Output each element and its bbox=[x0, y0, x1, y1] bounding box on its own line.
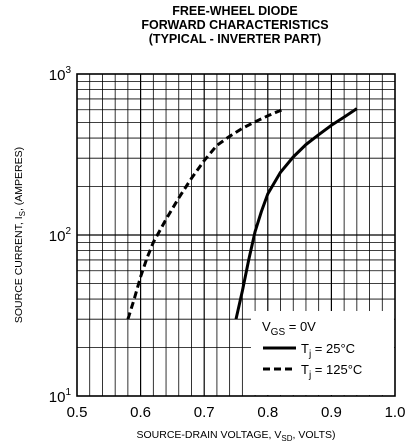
legend-condition: VGS = 0V bbox=[262, 319, 316, 338]
y-tick-label: 101 bbox=[49, 387, 72, 406]
y-tick-label: 102 bbox=[49, 226, 72, 245]
x-tick-label: 0.9 bbox=[321, 404, 342, 421]
legend-entry-25c: Tj = 25°C bbox=[301, 341, 355, 360]
y-tick-exponent: 2 bbox=[65, 226, 71, 237]
chart-title-line-3: (TYPICAL - INVERTER PART) bbox=[148, 32, 322, 46]
legend: VGS = 0V Tj = 25°C Tj = 125°C bbox=[251, 311, 394, 395]
legend-condition-tail: = 0V bbox=[285, 319, 316, 334]
x-tick-label: 0.8 bbox=[257, 404, 278, 421]
x-axis-label-tail: , VOLTS) bbox=[293, 429, 336, 441]
legend-entry-125c-sub: j bbox=[308, 370, 311, 381]
x-axis-label-sub: SD bbox=[281, 434, 292, 443]
series-group bbox=[126, 107, 358, 320]
legend-entry-25c-tail: = 25°C bbox=[311, 341, 355, 356]
legend-entry-125c-tail: = 125°C bbox=[311, 362, 362, 377]
x-tick-label: 1.0 bbox=[385, 404, 406, 421]
y-tick-exponent: 1 bbox=[65, 387, 71, 398]
y-tick-exponent: 3 bbox=[65, 65, 71, 76]
y-axis-label-sub: S bbox=[18, 211, 27, 216]
legend-entry-125c-main: T bbox=[301, 362, 309, 377]
series-line-25c bbox=[234, 107, 358, 320]
y-axis-label-tail: , (AMPERES) bbox=[13, 147, 25, 211]
legend-entry-25c-sub: j bbox=[308, 349, 311, 360]
legend-condition-sub: GS bbox=[271, 327, 286, 338]
y-tick-base: 10 bbox=[49, 67, 66, 84]
x-tick-label: 0.5 bbox=[67, 404, 88, 421]
x-tick-label: 0.6 bbox=[130, 404, 151, 421]
y-tick-base: 10 bbox=[49, 389, 66, 406]
y-axis-label-main: SOURCE CURRENT, I bbox=[13, 216, 25, 323]
x-axis-label: SOURCE-DRAIN VOLTAGE, VSD, VOLTS) bbox=[137, 429, 336, 443]
legend-entry-125c: Tj = 125°C bbox=[301, 362, 362, 381]
legend-entry-25c-main: T bbox=[301, 341, 309, 356]
x-tick-labels: 0.5 0.6 0.7 0.8 0.9 1.0 bbox=[67, 404, 406, 421]
y-tick-base: 10 bbox=[49, 228, 66, 245]
x-tick-label: 0.7 bbox=[194, 404, 215, 421]
plot-frame bbox=[76, 73, 396, 397]
y-tick-label: 103 bbox=[49, 65, 72, 84]
chart-title-line-2: FORWARD CHARACTERISTICS bbox=[141, 18, 329, 32]
y-axis-label: SOURCE CURRENT, IS, (AMPERES) bbox=[13, 147, 27, 323]
x-axis-label-main: SOURCE-DRAIN VOLTAGE, V bbox=[137, 429, 282, 441]
legend-condition-main: V bbox=[262, 319, 271, 334]
chart-title-line-1: FREE-WHEEL DIODE bbox=[172, 4, 298, 18]
legend-background bbox=[251, 311, 394, 395]
series-line-125c bbox=[126, 107, 285, 320]
